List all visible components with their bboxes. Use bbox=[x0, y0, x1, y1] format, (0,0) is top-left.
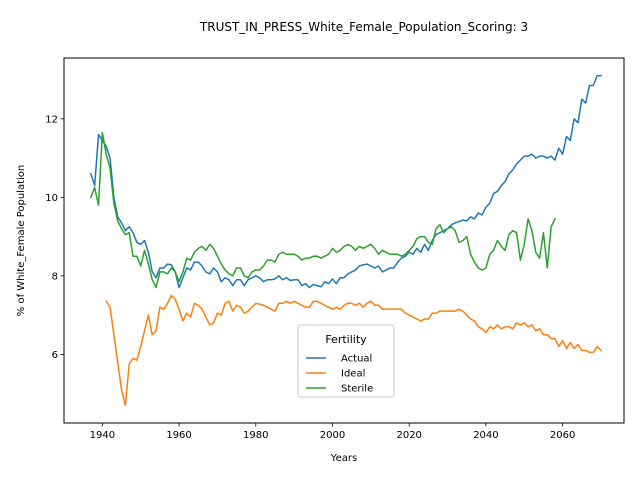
x-tick-label: 1980 bbox=[243, 430, 268, 441]
x-axis-label: Years bbox=[330, 453, 357, 464]
legend-items: Actual Ideal Sterile bbox=[306, 354, 373, 395]
legend-label-actual: Actual bbox=[341, 354, 372, 365]
x-tick-label: 2020 bbox=[396, 430, 421, 441]
plot-frame bbox=[63, 57, 625, 424]
series-line-ideal bbox=[105, 294, 603, 407]
x-axis: 1940 1960 1980 2000 2020 2040 2060 bbox=[90, 423, 575, 441]
x-tick-label: 1960 bbox=[166, 430, 191, 441]
chart-title: TRUST_IN_PRESS_White_Female_Population_S… bbox=[199, 20, 528, 34]
legend-label-ideal: Ideal bbox=[341, 369, 365, 380]
y-tick-label: 8 bbox=[52, 271, 58, 282]
legend-label-sterile: Sterile bbox=[341, 384, 373, 395]
legend-box bbox=[297, 324, 395, 398]
x-tick-label: 2060 bbox=[550, 430, 575, 441]
plot-area bbox=[63, 57, 625, 424]
x-tick-label: 2040 bbox=[473, 430, 498, 441]
y-tick-label: 6 bbox=[52, 350, 58, 361]
y-tick-label: 12 bbox=[45, 114, 58, 125]
y-axis: 6 8 10 12 bbox=[45, 114, 64, 361]
y-tick-label: 10 bbox=[45, 193, 58, 204]
x-tick-label: 1940 bbox=[90, 430, 115, 441]
series-line-sterile bbox=[89, 131, 556, 289]
series-layer bbox=[89, 74, 603, 407]
y-axis-label: % of White_Female Population bbox=[16, 165, 27, 316]
legend-title: Fertility bbox=[325, 333, 367, 346]
x-tick-label: 2000 bbox=[320, 430, 345, 441]
legend: Fertility Actual Ideal Sterile bbox=[297, 324, 395, 398]
